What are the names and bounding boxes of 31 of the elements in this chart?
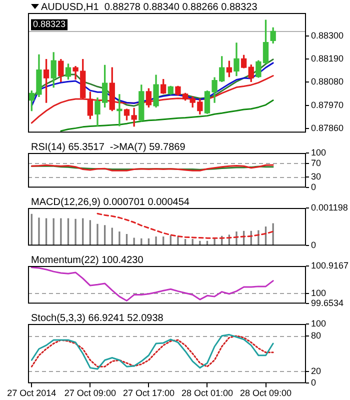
y-tick-label: 30 [311,172,322,182]
y-tick-label: 0 [311,240,316,250]
candlestick [116,94,122,126]
y-tick-label: 0.88190 [311,54,344,64]
y-tick-label: 99.6534 [311,298,344,308]
y-tick-label: 0.87860 [311,122,344,133]
y-tick-label: 100 [311,147,326,158]
x-tick-label: 27 Oct 17:00 [122,388,174,398]
x-tick-label: 27 Oct 09:00 [64,388,116,398]
line-series [96,212,274,239]
y-tick-label: 80 [311,330,322,340]
y-tick-label: 0.88300 [311,30,344,41]
chart-title: MACD(12,26,9) 0.000701 0.000454 [31,197,190,208]
y-tick-label: 100 [311,288,326,298]
ref-line-label: 0.88323 [33,19,66,30]
x-tick-label: 28 Oct 09:00 [240,388,292,398]
y-tick-label: 0 [311,378,316,388]
y-tick-label: 20 [311,366,322,376]
chart-title: Momentum(22) 100.4230 [31,255,144,266]
y-tick-label: 0 [311,182,316,192]
x-tick-label: 28 Oct 01:00 [181,388,234,398]
chart-title: RSI(14) 65.3517 ->MA(7) 59.7869 [31,142,186,153]
y-tick-label: 0.001198 [311,202,348,212]
y-tick-label: 70 [311,158,322,168]
y-tick-label: 0.87970 [311,100,344,110]
chart-title: AUDUSD,H1 0.88278 0.88340 0.88266 0.88323 [41,2,258,13]
y-tick-label: 100.9167 [311,260,349,270]
y-tick-label: 0.88080 [311,76,344,87]
y-tick-label: 100 [311,318,326,328]
chart-title: Stoch(5,3,3) 66.9241 52.0938 [31,313,164,324]
x-tick-label: 27 Oct 2014 [7,388,56,398]
